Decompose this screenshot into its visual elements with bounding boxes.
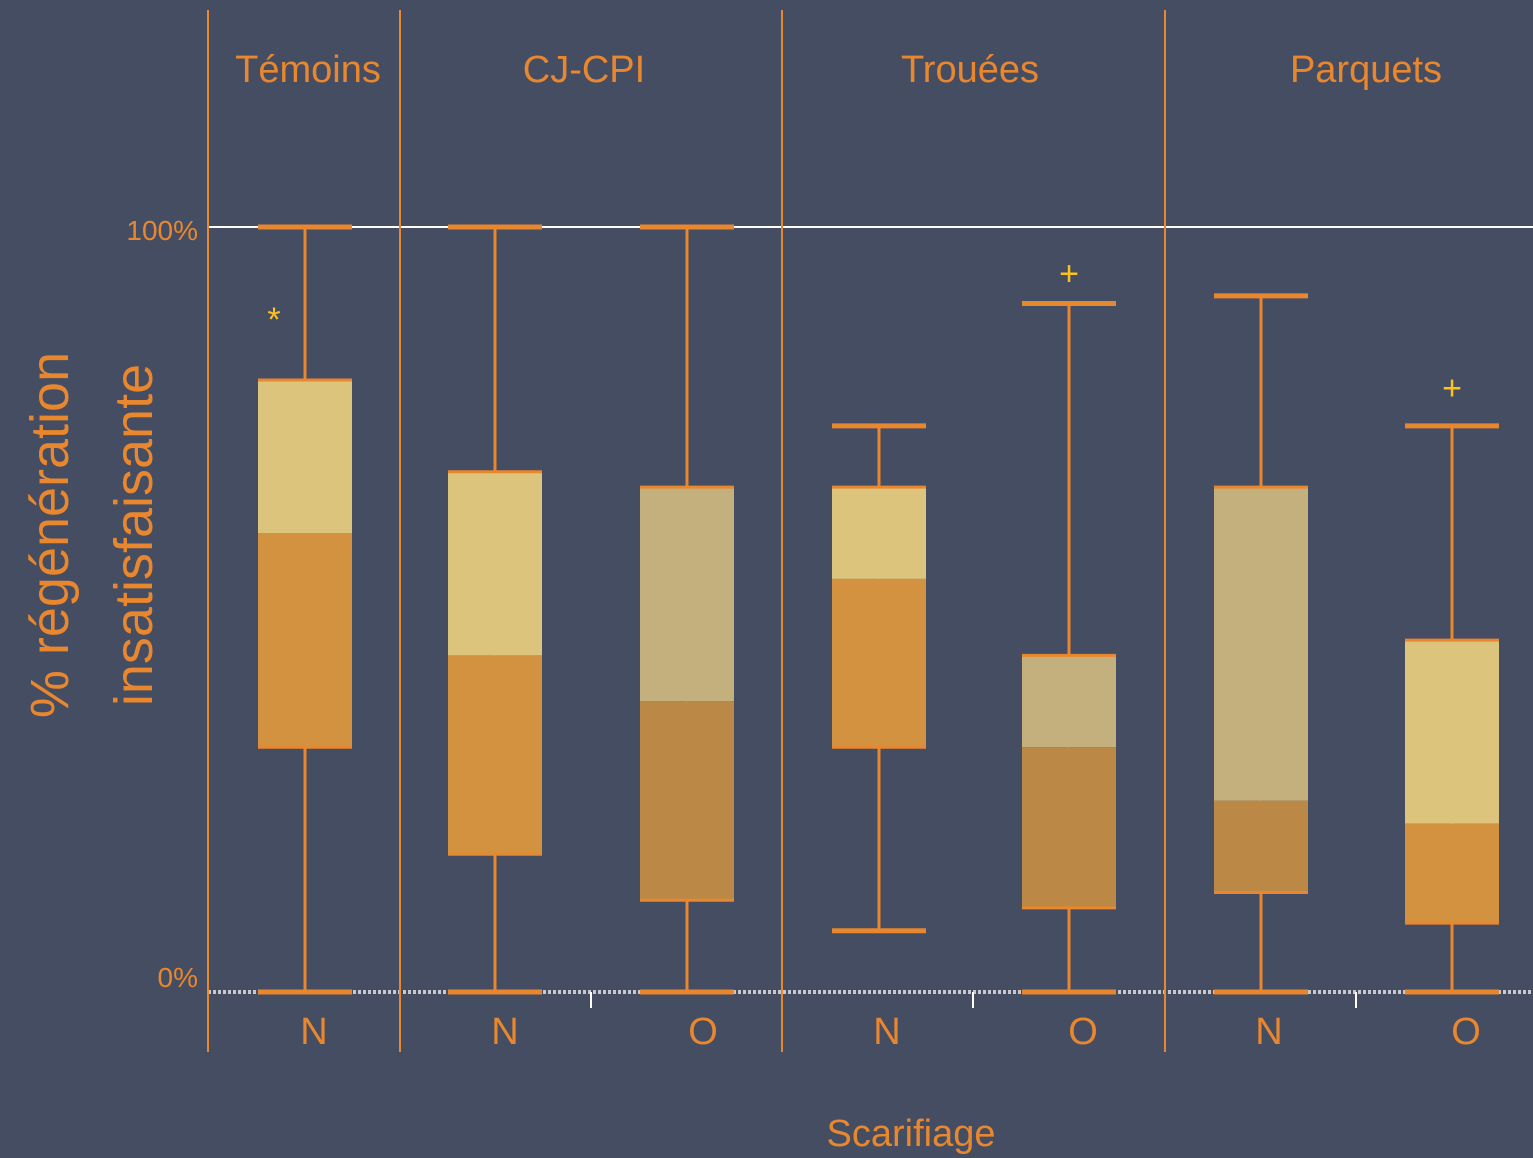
category-label: O	[1068, 1011, 1098, 1053]
box-4	[832, 423, 926, 934]
group-label: Trouées	[901, 49, 1039, 91]
y-tick-label: 100%	[126, 215, 198, 246]
labels-layer: % régénération insatisfaisante Scarifiag…	[20, 49, 1481, 1155]
category-label: O	[688, 1011, 718, 1053]
category-label: N	[300, 1011, 327, 1053]
box-lower-half	[1022, 747, 1116, 908]
boxes-layer: * + +	[258, 224, 1499, 995]
group-label: CJ-CPI	[523, 49, 645, 91]
box-lower-half	[1405, 823, 1499, 924]
group-label: Témoins	[235, 49, 381, 91]
box-upper-half	[1405, 640, 1499, 824]
group-label: Parquets	[1290, 49, 1442, 91]
box-5: +	[1022, 255, 1116, 995]
box-upper-half	[832, 487, 926, 579]
box-upper-half	[1022, 655, 1116, 748]
significance-marker: +	[1059, 255, 1079, 293]
y-axis-title-line-1: % régénération	[20, 352, 80, 718]
box-6	[1214, 293, 1308, 995]
box-7: +	[1405, 370, 1499, 995]
category-label: N	[873, 1011, 900, 1053]
box-1: *	[258, 224, 352, 995]
category-label: N	[1255, 1011, 1282, 1053]
box-lower-half	[448, 655, 542, 855]
x-axis-title: Scarifiage	[827, 1113, 996, 1155]
box-upper-half	[640, 487, 734, 702]
box-upper-half	[258, 380, 352, 533]
box-lower-half	[832, 578, 926, 748]
box-lower-half	[258, 533, 352, 748]
box-2	[448, 224, 542, 995]
y-tick-label: 0%	[158, 962, 198, 993]
category-label: O	[1451, 1011, 1481, 1053]
axis-layer	[207, 10, 1533, 1052]
significance-marker: +	[1442, 370, 1462, 408]
box-lower-half	[640, 701, 734, 901]
box-3	[640, 224, 734, 995]
significance-marker: *	[267, 301, 280, 339]
box-upper-half	[448, 471, 542, 656]
box-lower-half	[1214, 800, 1308, 893]
y-axis-title-line-2: insatisfaisante	[104, 364, 164, 706]
category-label: N	[491, 1011, 518, 1053]
box-upper-half	[1214, 487, 1308, 801]
